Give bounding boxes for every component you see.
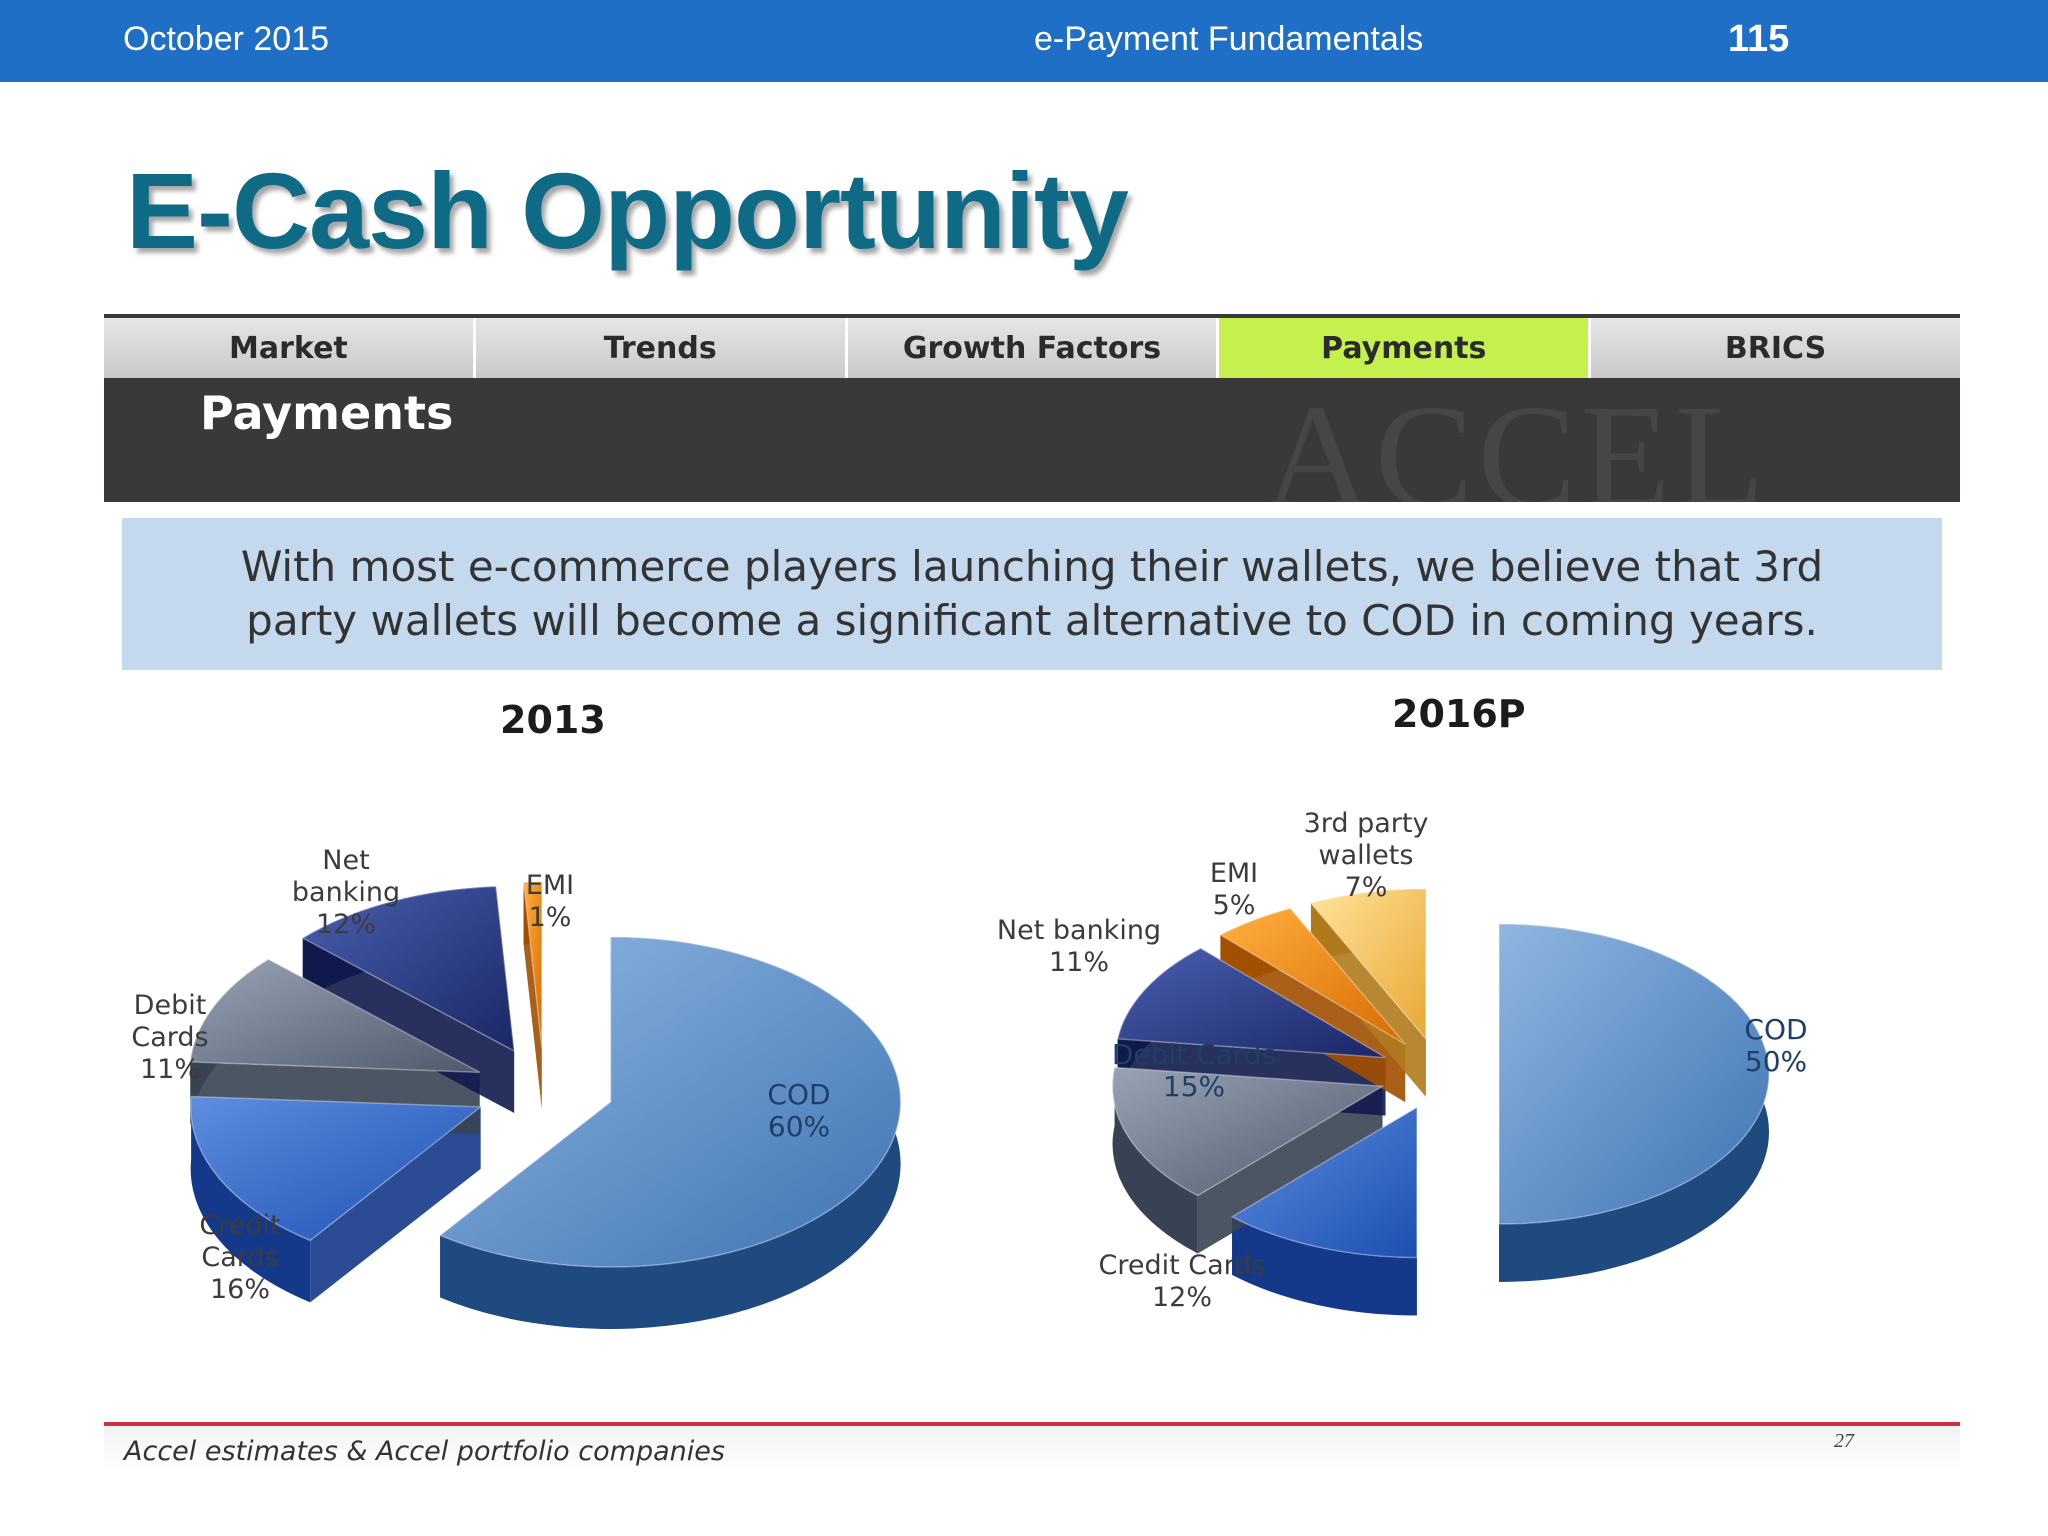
source-note: Accel estimates & Accel portfolio compan… bbox=[124, 1436, 725, 1467]
accel-watermark: ACCEL bbox=[1264, 378, 1770, 502]
pie-label-2016p-3rd-party-wallets: 3rd party wallets 7% bbox=[1304, 808, 1429, 903]
pie-label-2013-debit-cards: Debit Cards 11% bbox=[131, 990, 208, 1085]
embedded-slide: Market Trends Growth Factors Payments BR… bbox=[104, 314, 1960, 1478]
pie-label-2013-emi: EMI 1% bbox=[526, 870, 574, 933]
header-bar: October 2015 e-Payment Fundamentals 115 bbox=[0, 0, 2048, 82]
pie-slice-2016p-debit-cards bbox=[1111, 1066, 1386, 1197]
footer-band bbox=[104, 1426, 1960, 1472]
pie-side-2013-credit-cards bbox=[190, 1096, 311, 1303]
insight-quote-text: With most e-commerce players launching t… bbox=[240, 542, 1824, 645]
pie-slice-2013-debit-cards bbox=[189, 958, 481, 1074]
header-page-number: 115 bbox=[1728, 18, 1790, 60]
pie-slice-2016p-3rd-party-wallets bbox=[1309, 888, 1427, 1041]
pie-label-2016p-cod: COD 50% bbox=[1744, 1013, 1807, 1078]
pie-side-2013-cod bbox=[440, 936, 901, 1329]
chart-title-2013: 2013 bbox=[500, 698, 606, 742]
pie-slice-2016p-net-banking bbox=[1116, 947, 1386, 1059]
section-tabs: Market Trends Growth Factors Payments BR… bbox=[104, 314, 1960, 378]
pie-label-2013-net-banking: Net banking 12% bbox=[292, 845, 400, 940]
pie-wall-2013-net-banking bbox=[302, 886, 515, 1113]
pie-slice-2013-emi bbox=[522, 881, 543, 1048]
slide-title: E-Cash Opportunity bbox=[126, 150, 1129, 271]
tab-brics[interactable]: BRICS bbox=[1591, 318, 1960, 378]
chart-title-2016p: 2016P bbox=[1392, 692, 1526, 736]
pie-slice-2013-credit-cards bbox=[189, 1095, 483, 1242]
pie-slice-2016p-credit-cards bbox=[1230, 1106, 1418, 1259]
pie-side-2016p-debit-cards bbox=[1112, 1067, 1198, 1254]
pie-slice-2013-net-banking bbox=[301, 885, 516, 1053]
tab-growth-factors[interactable]: Growth Factors bbox=[847, 318, 1220, 378]
insight-quote: With most e-commerce players launching t… bbox=[122, 518, 1942, 670]
footer-rule bbox=[104, 1422, 1960, 1426]
banner-title: Payments bbox=[200, 386, 454, 440]
pie-label-2016p-debit-cards: Debit Cards 15% bbox=[1112, 1038, 1276, 1103]
tab-payments[interactable]: Payments bbox=[1219, 318, 1592, 378]
pie-slice-2016p-cod bbox=[1498, 923, 1770, 1225]
header-date: October 2015 bbox=[123, 20, 330, 58]
pie-chart-2013 bbox=[189, 881, 902, 1329]
tab-market[interactable]: Market bbox=[104, 318, 476, 378]
embedded-slide-number: 27 bbox=[1834, 1430, 1854, 1452]
pie-label-2016p-credit-cards: Credit Cards 12% bbox=[1098, 1250, 1265, 1313]
pie-label-2013-cod: COD 60% bbox=[767, 1078, 830, 1143]
section-banner: ACCEL Payments bbox=[104, 378, 1960, 502]
pie-label-2013-credit-cards: Credit Cards 16% bbox=[199, 1210, 280, 1305]
pie-wall-2013-emi bbox=[523, 882, 542, 1110]
pie-slice-2016p-emi bbox=[1218, 907, 1406, 1045]
pie-charts: COD 60% Credit Cards 16% Debit Cards 11% Net bank… bbox=[131, 808, 1808, 1329]
pie-chart-2016p bbox=[1111, 888, 1770, 1316]
pie-wall-2016p-3rd-party-wallets bbox=[1310, 888, 1426, 1097]
pie-slice-2013-cod bbox=[438, 936, 902, 1268]
pie-label-2016p-net-banking: Net banking 11% bbox=[997, 915, 1161, 978]
header-course-title: e-Payment Fundamentals bbox=[1034, 20, 1424, 58]
pie-label-2016p-emi: EMI 5% bbox=[1210, 858, 1258, 921]
tab-trends[interactable]: Trends bbox=[475, 318, 848, 378]
